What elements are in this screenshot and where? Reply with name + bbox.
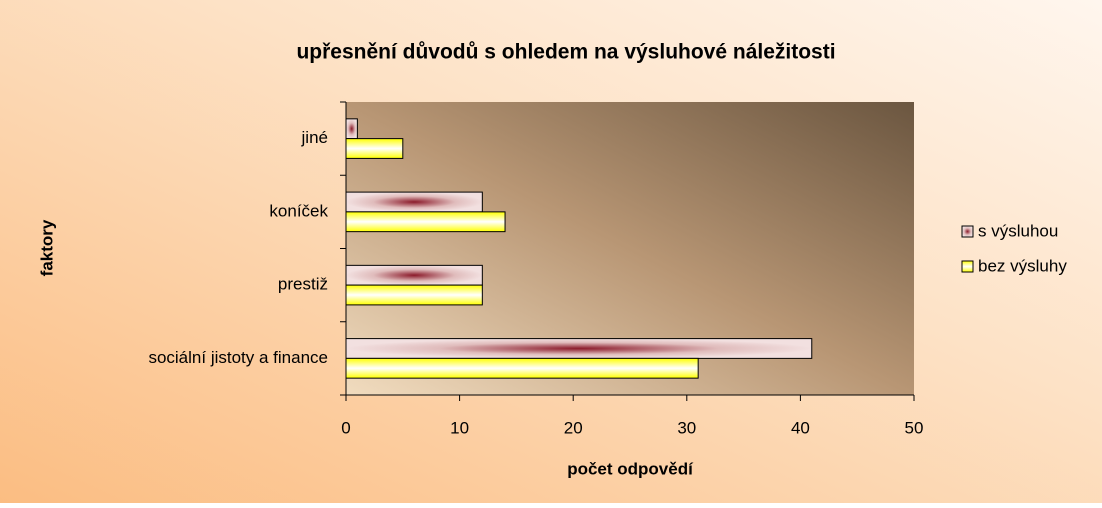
x-tick-label: 10 (450, 418, 469, 437)
bar (345, 338, 813, 359)
bar (345, 264, 483, 286)
chart-title: upřesnění důvodů s ohledem na výsluhové … (296, 41, 835, 64)
bar (345, 138, 404, 159)
bar (345, 211, 506, 233)
y-tick-label: jiné (301, 128, 328, 147)
legend-swatch (961, 260, 974, 273)
bar (345, 191, 483, 213)
x-tick-label: 50 (905, 418, 924, 437)
y-tick-label: sociální jistoty a finance (148, 348, 328, 367)
x-axis-label: počet odpovědí (567, 459, 694, 478)
bar (345, 284, 483, 306)
x-tick-label: 20 (564, 418, 583, 437)
x-tick-label: 40 (791, 418, 810, 437)
legend-label: bez výsluhy (978, 256, 1067, 275)
y-tick-label: koníček (269, 201, 328, 220)
bar (345, 118, 358, 140)
legend-swatch (961, 225, 974, 238)
x-tick-label: 30 (677, 418, 696, 437)
y-tick-label: prestiž (278, 275, 328, 294)
y-axis-label: faktory (37, 219, 56, 276)
legend-label: s výsluhou (978, 221, 1058, 240)
bar (345, 357, 699, 379)
x-tick-label: 0 (341, 418, 350, 437)
